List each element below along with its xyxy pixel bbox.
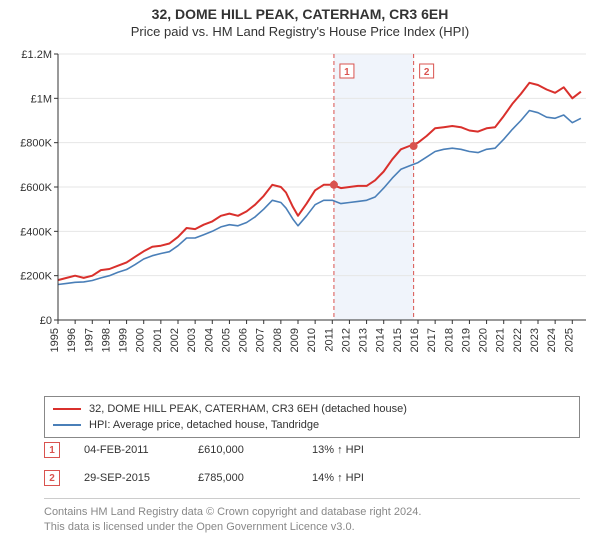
legend-label: 32, DOME HILL PEAK, CATERHAM, CR3 6EH (d…	[89, 401, 407, 417]
svg-text:2004: 2004	[203, 328, 215, 352]
svg-text:1998: 1998	[100, 328, 112, 352]
legend-label: HPI: Average price, detached house, Tand…	[89, 417, 319, 433]
svg-text:£800K: £800K	[20, 138, 52, 150]
svg-text:2006: 2006	[238, 328, 250, 352]
attribution: Contains HM Land Registry data © Crown c…	[44, 498, 580, 535]
svg-text:2021: 2021	[495, 328, 507, 352]
svg-text:2013: 2013	[358, 328, 370, 352]
legend-item: HPI: Average price, detached house, Tand…	[53, 417, 571, 433]
svg-text:2018: 2018	[443, 328, 455, 352]
svg-text:2011: 2011	[323, 328, 335, 352]
svg-text:2009: 2009	[289, 328, 301, 352]
svg-text:2023: 2023	[529, 328, 541, 352]
svg-text:1996: 1996	[66, 328, 78, 352]
svg-text:2019: 2019	[460, 328, 472, 352]
attribution-line: Contains HM Land Registry data © Crown c…	[44, 505, 580, 520]
marker-badge: 2	[44, 470, 60, 486]
svg-text:2020: 2020	[478, 328, 490, 352]
svg-text:£0: £0	[40, 315, 52, 327]
svg-text:2012: 2012	[340, 328, 352, 352]
svg-text:£600K: £600K	[20, 182, 52, 194]
marker-delta: 14% ↑ HPI	[312, 472, 402, 484]
marker-delta: 13% ↑ HPI	[312, 444, 402, 456]
svg-text:2007: 2007	[255, 328, 267, 352]
svg-text:2025: 2025	[563, 328, 575, 352]
svg-text:£1M: £1M	[31, 93, 52, 105]
price-chart: £0 £200K £400K £600K £800K £1M £1.2M 1995 1996 19…	[10, 48, 590, 388]
svg-text:2022: 2022	[512, 328, 524, 352]
legend: 32, DOME HILL PEAK, CATERHAM, CR3 6EH (d…	[44, 396, 580, 438]
svg-text:2008: 2008	[272, 328, 284, 352]
marker-date: 04-FEB-2011	[84, 444, 174, 456]
svg-text:1999: 1999	[118, 328, 130, 352]
svg-text:2016: 2016	[409, 328, 421, 352]
svg-text:2015: 2015	[392, 328, 404, 352]
svg-text:2005: 2005	[220, 328, 232, 352]
marker-table: 1 04-FEB-2011 £610,000 13% ↑ HPI 2 29-SEP-201…	[44, 436, 580, 492]
svg-text:2000: 2000	[135, 328, 147, 352]
svg-text:£1.2M: £1.2M	[21, 49, 52, 61]
svg-text:2003: 2003	[186, 328, 198, 352]
svg-text:2001: 2001	[152, 328, 164, 352]
svg-text:2002: 2002	[169, 328, 181, 352]
svg-text:1997: 1997	[83, 328, 95, 352]
svg-text:2017: 2017	[426, 328, 438, 352]
marker-date: 29-SEP-2015	[84, 472, 174, 484]
svg-text:£200K: £200K	[20, 271, 52, 283]
marker-row: 2 29-SEP-2015 £785,000 14% ↑ HPI	[44, 464, 580, 492]
marker-row: 1 04-FEB-2011 £610,000 13% ↑ HPI	[44, 436, 580, 464]
svg-text:2014: 2014	[375, 328, 387, 352]
svg-text:1: 1	[344, 67, 350, 78]
svg-text:2024: 2024	[546, 328, 558, 352]
marker-price: £785,000	[198, 472, 288, 484]
legend-swatch	[53, 424, 81, 426]
marker-badge: 1	[44, 442, 60, 458]
svg-text:£400K: £400K	[20, 226, 52, 238]
legend-swatch	[53, 408, 81, 410]
page-subtitle: Price paid vs. HM Land Registry's House …	[0, 22, 600, 45]
marker-price: £610,000	[198, 444, 288, 456]
page-title: 32, DOME HILL PEAK, CATERHAM, CR3 6EH	[0, 0, 600, 22]
svg-text:1995: 1995	[49, 328, 61, 352]
svg-text:2010: 2010	[306, 328, 318, 352]
svg-text:2: 2	[424, 67, 430, 78]
attribution-line: This data is licensed under the Open Gov…	[44, 520, 580, 535]
legend-item: 32, DOME HILL PEAK, CATERHAM, CR3 6EH (d…	[53, 401, 571, 417]
